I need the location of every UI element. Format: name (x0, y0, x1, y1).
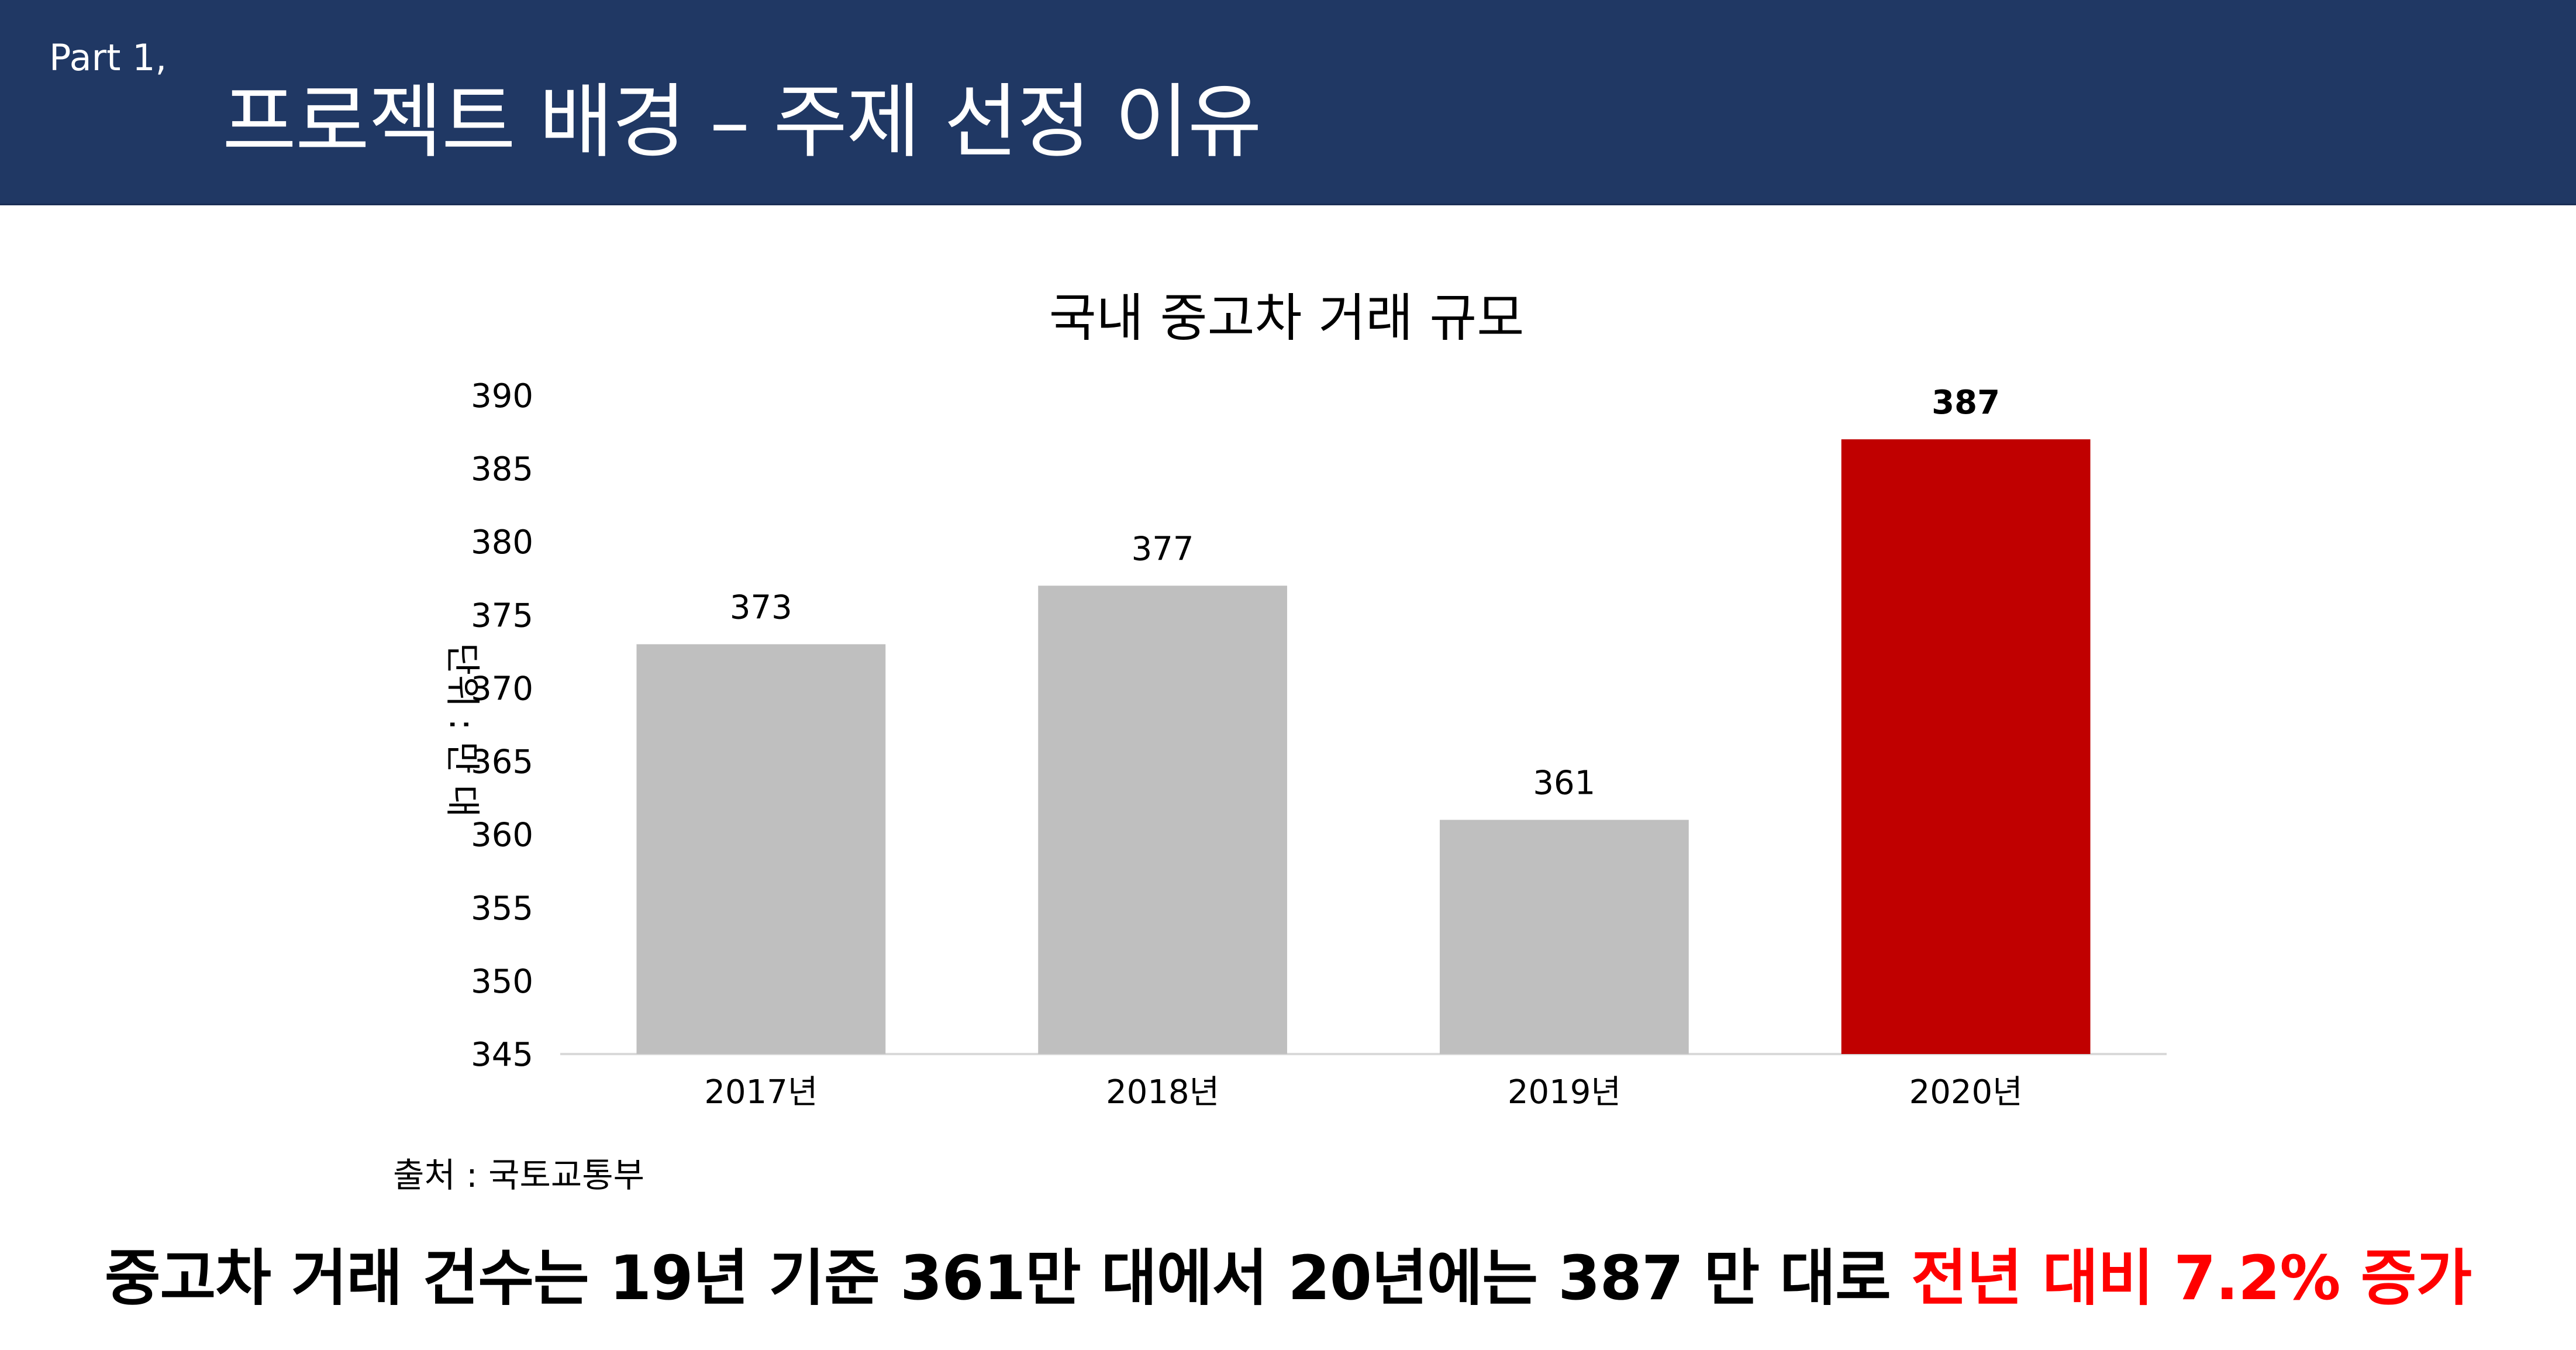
value-label-2: 377 (1132, 530, 1194, 568)
y-axis-ticks: 345 350 355 360 365 370 375 380 385 390 (471, 377, 533, 1074)
y-axis-label: 단위 : 만 대 (442, 643, 482, 817)
y-tick-label: 350 (471, 963, 533, 1001)
y-tick-label: 385 (471, 450, 533, 488)
bar-4 (1841, 439, 2091, 1054)
x-tick-label-4: 2020년 (1909, 1073, 2023, 1111)
bars (636, 439, 2091, 1054)
x-tick-label-3: 2019년 (1508, 1073, 1621, 1111)
bar-2 (1038, 586, 1288, 1054)
y-tick-label: 370 (471, 670, 533, 708)
y-tick-label: 365 (471, 743, 533, 781)
chart-title: 국내 중고차 거래 규모 (1049, 288, 1525, 348)
header-bar: Part 1, 프로젝트 배경 – 주제 선정 이유 (0, 0, 2576, 205)
y-tick-label: 375 (471, 597, 533, 635)
value-label-4: 387 (1932, 384, 2000, 422)
bar-1 (636, 644, 886, 1054)
x-axis-ticks: 2017년 2018년 2019년 2020년 (704, 1073, 2022, 1111)
value-labels: 373 377 361 387 (730, 384, 2000, 803)
source-note: 출처 : 국토교통부 (393, 1155, 644, 1195)
bar-3 (1439, 819, 1689, 1054)
summary-statement: 중고차 거래 건수는 19년 기준 361만 대에서 20년에는 387 만 대… (0, 1228, 2576, 1317)
y-tick-label: 390 (471, 377, 533, 415)
x-tick-label-2: 2018년 (1106, 1073, 1219, 1111)
page-title: 프로젝트 배경 – 주제 선정 이유 (222, 75, 1262, 169)
y-tick-label: 355 (471, 890, 533, 928)
y-tick-label: 380 (471, 524, 533, 562)
y-tick-label: 360 (471, 817, 533, 855)
x-tick-label-1: 2017년 (704, 1073, 818, 1111)
summary-highlight: 전년 대비 7.2% 증가 (1911, 1242, 2472, 1314)
value-label-3: 361 (1533, 764, 1595, 803)
summary-text: 중고차 거래 건수는 19년 기준 361만 대에서 20년에는 387 만 대… (104, 1242, 1912, 1314)
y-tick-label: 345 (471, 1036, 533, 1074)
part-label: Part 1, (49, 36, 167, 79)
value-label-1: 373 (730, 588, 792, 626)
